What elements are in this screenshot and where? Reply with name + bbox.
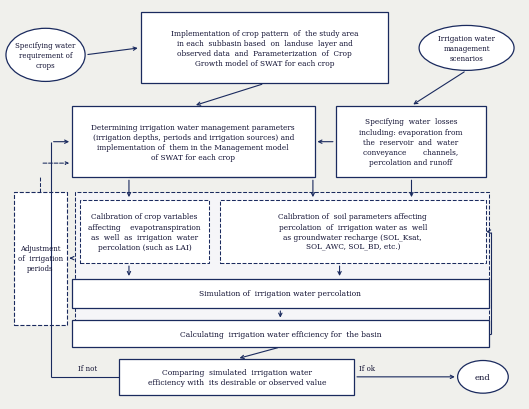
FancyBboxPatch shape: [14, 192, 67, 325]
FancyBboxPatch shape: [75, 192, 489, 325]
Text: Irrigation water
management
scenarios: Irrigation water management scenarios: [438, 35, 495, 63]
Text: Calibration of  soil parameters affecting
percolation  of  irrigation water as  : Calibration of soil parameters affecting…: [278, 213, 427, 251]
FancyBboxPatch shape: [72, 279, 489, 308]
Ellipse shape: [458, 361, 508, 393]
FancyBboxPatch shape: [72, 107, 315, 178]
Text: Comparing  simulated  irrigation water
efficiency with  its desirable or observe: Comparing simulated irrigation water eff…: [148, 368, 326, 386]
Text: Implementation of crop pattern  of  the study area
in each  subbasin based  on  : Implementation of crop pattern of the st…: [171, 29, 358, 68]
Text: Adjustment
of  irrigation
periods: Adjustment of irrigation periods: [17, 245, 63, 272]
Text: Calculating  irrigation water efficiency for  the basin: Calculating irrigation water efficiency …: [179, 330, 381, 338]
FancyBboxPatch shape: [80, 200, 209, 264]
Text: Specifying water
requirement of
crops: Specifying water requirement of crops: [15, 42, 76, 70]
Text: If not: If not: [78, 364, 97, 372]
FancyBboxPatch shape: [220, 200, 486, 264]
FancyBboxPatch shape: [72, 321, 489, 347]
FancyBboxPatch shape: [120, 359, 354, 395]
Text: Simulation of  irrigation water percolation: Simulation of irrigation water percolati…: [199, 290, 361, 298]
FancyBboxPatch shape: [336, 107, 486, 178]
Text: end: end: [475, 373, 491, 381]
Ellipse shape: [6, 29, 85, 82]
Text: If ok: If ok: [359, 364, 376, 372]
Text: Specifying  water  losses
including: evaporation from
the  reservoir  and  water: Specifying water losses including: evapo…: [359, 118, 463, 166]
FancyBboxPatch shape: [141, 13, 388, 84]
Ellipse shape: [419, 26, 514, 71]
Text: Calibration of crop variables
affecting    evapotranspiration
as  well  as  irri: Calibration of crop variables affecting …: [88, 213, 200, 251]
Text: Determining irrigation water management parameters
(irrigation depths, periods a: Determining irrigation water management …: [92, 123, 295, 162]
